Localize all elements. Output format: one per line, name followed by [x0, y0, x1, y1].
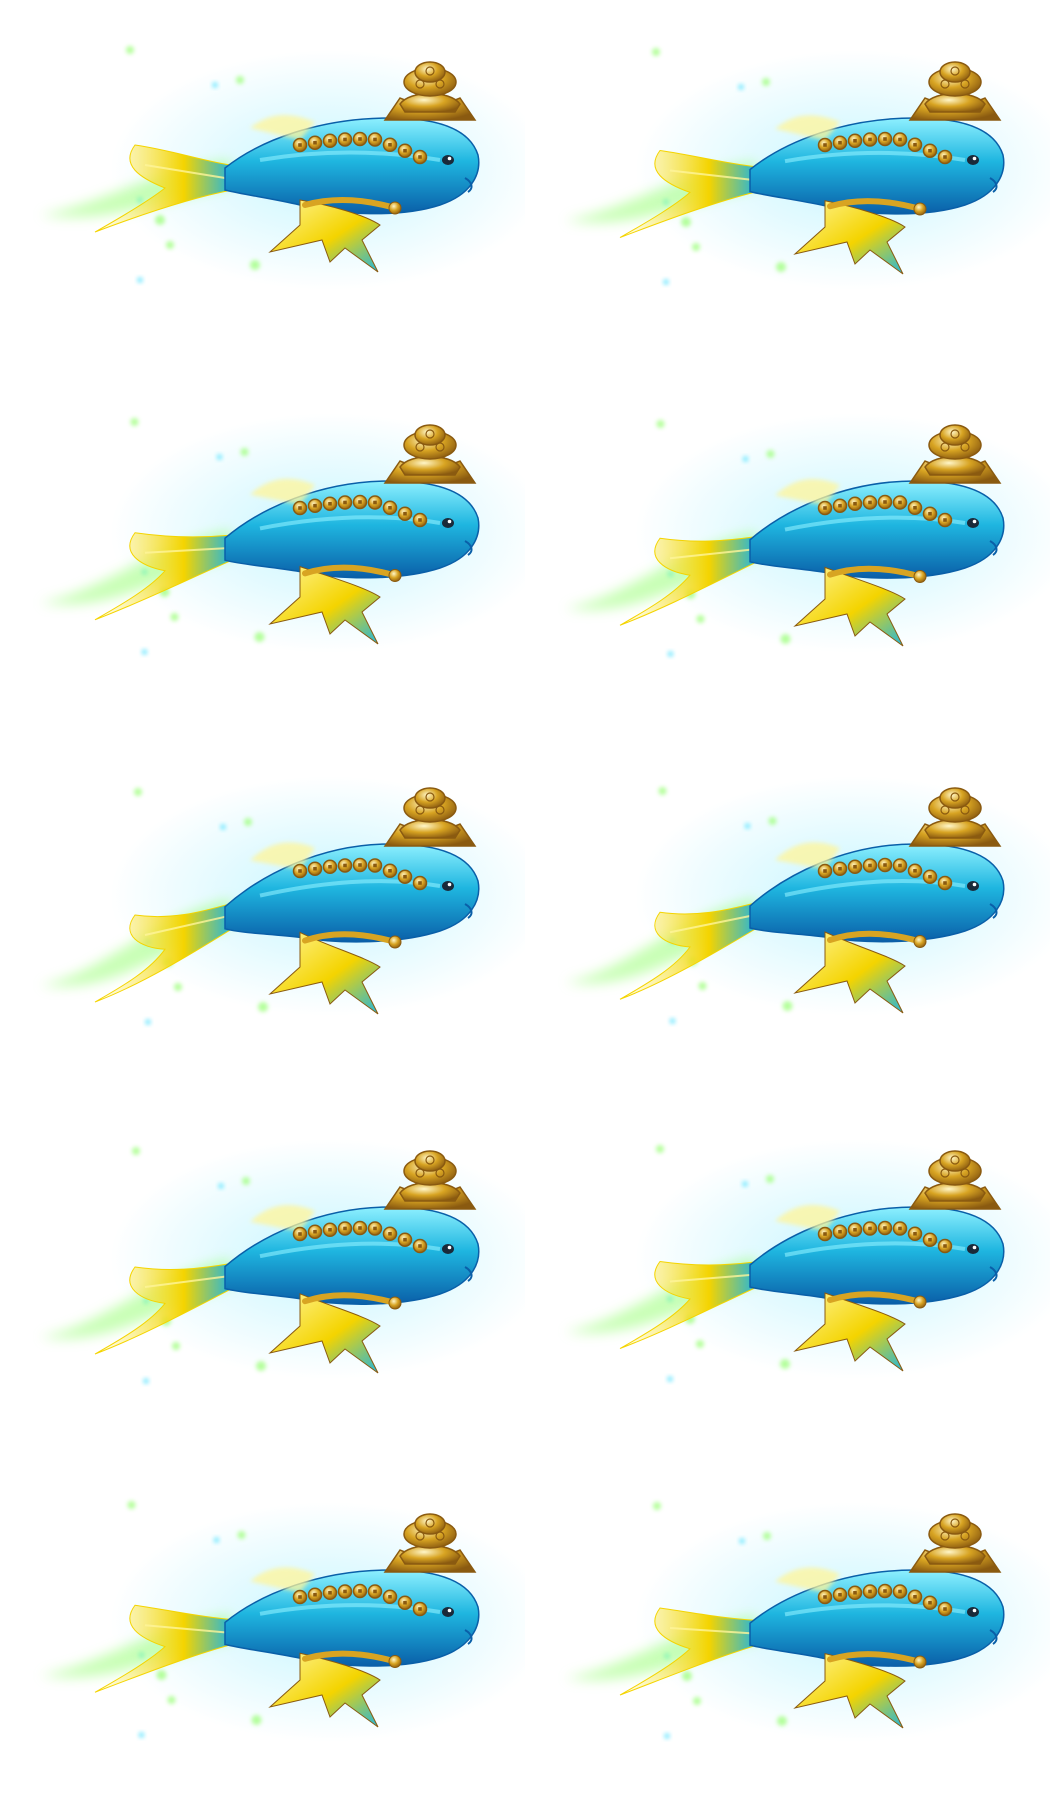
coin-necklace [292, 1220, 428, 1254]
golden-lotus-carp-icon [40, 413, 525, 655]
golden-lotus-carp-icon [565, 48, 1050, 290]
golden-lotus-carp-icon [565, 776, 1050, 1024]
sprite-frame-4 [525, 363, 1050, 726]
pelvic-fin [268, 931, 402, 1015]
sprite-frame-1 [0, 0, 525, 363]
pelvic-fin [268, 197, 402, 273]
sprite-frame-3 [0, 363, 525, 726]
sprite-frame-8 [525, 1089, 1050, 1452]
coin-necklace [817, 131, 953, 165]
tail-fin [619, 902, 758, 1000]
golden-lotus-carp-icon [40, 1501, 525, 1742]
pelvic-fin [793, 198, 927, 275]
pelvic-fin [793, 565, 927, 647]
sprite-frame-10 [525, 1452, 1050, 1815]
sprite-frame-6 [525, 726, 1050, 1089]
sprite-frame-7 [0, 1089, 525, 1452]
pelvic-fin [268, 564, 402, 645]
golden-lotus-carp-icon [40, 1139, 525, 1384]
tail-fin [619, 149, 758, 238]
golden-lotus-carp-icon [565, 1502, 1050, 1742]
tail-fin [619, 536, 758, 626]
fish-body [224, 117, 480, 215]
golden-lotus-carp-icon [565, 1139, 1050, 1382]
coin-necklace [292, 494, 428, 528]
tail-fin [94, 144, 233, 233]
golden-lotus-carp-icon [40, 46, 525, 290]
sprite-frame-5 [0, 726, 525, 1089]
lotus-ingot [908, 424, 1002, 484]
sprite-frame-2 [525, 0, 1050, 363]
lotus-ingot [908, 1513, 1002, 1573]
lotus-ingot [383, 1150, 477, 1210]
coin-necklace [292, 131, 428, 165]
tail-fin [94, 532, 233, 621]
golden-lotus-carp-icon [565, 413, 1050, 657]
lotus-ingot [383, 424, 477, 484]
lotus-ingot [383, 1513, 477, 1573]
coin-necklace [292, 857, 428, 891]
pelvic-fin [793, 930, 927, 1014]
coin-necklace [292, 1583, 428, 1617]
coin-necklace [817, 1583, 953, 1617]
sprite-frame-9 [0, 1452, 525, 1815]
lotus-ingot [908, 61, 1002, 121]
tail-fin [619, 1607, 758, 1696]
pelvic-fin [793, 1291, 927, 1372]
coin-necklace [817, 857, 953, 891]
lotus-ingot [908, 787, 1002, 847]
lotus-ingot [383, 787, 477, 847]
pelvic-fin [268, 1292, 402, 1374]
pelvic-fin [268, 1650, 402, 1728]
lotus-ingot [908, 1150, 1002, 1210]
tail-fin [619, 1260, 758, 1349]
tail-fin [94, 903, 233, 1003]
lotus-ingot [383, 61, 477, 121]
golden-lotus-carp-icon [40, 776, 525, 1025]
pelvic-fin [793, 1651, 927, 1729]
coin-necklace [817, 494, 953, 528]
tail-fin [94, 1263, 233, 1355]
tail-fin [94, 1604, 233, 1693]
coin-necklace [817, 1220, 953, 1254]
